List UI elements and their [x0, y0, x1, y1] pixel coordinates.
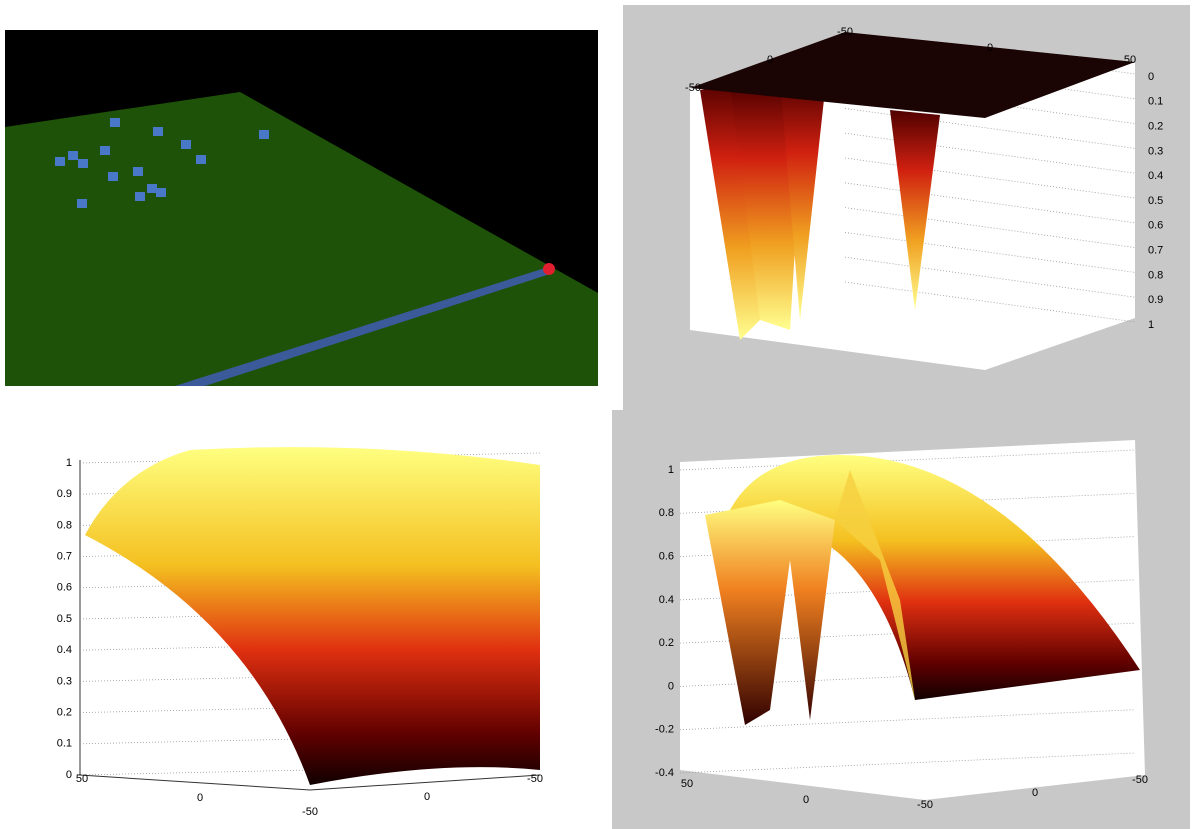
- grid-line: [679, 709, 1136, 731]
- z-tick-label: 0.2: [1148, 121, 1163, 133]
- surface-spike: [780, 80, 825, 320]
- surface-spike: [890, 110, 940, 310]
- z-tick-label: 0.3: [1148, 145, 1163, 157]
- path-line: [175, 268, 550, 386]
- z-tick-label: 0.8: [1148, 269, 1163, 281]
- z-tick-label: 0.1: [57, 738, 72, 750]
- z-tick-label: 0.4: [57, 644, 72, 656]
- z-tick-label: 0.6: [1148, 220, 1163, 232]
- x-tick-label: -50: [1132, 774, 1148, 786]
- top-tick-label: -50: [685, 82, 701, 94]
- ground-plane: [5, 92, 598, 386]
- z-tick-label: 0.1: [1148, 96, 1163, 108]
- z-tick-label: 0.2: [659, 637, 674, 649]
- z-tick-label: 0.8: [659, 507, 674, 519]
- z-tick-label: 0.9: [57, 488, 72, 500]
- z-tick-label: -0.2: [655, 724, 674, 736]
- z-tick-label: 0.5: [1148, 195, 1163, 207]
- x-tick-label: 0: [424, 791, 430, 803]
- top-tick-label: 0: [987, 42, 993, 54]
- x-tick-label: 0: [197, 792, 203, 804]
- z-tick-label: 0.2: [57, 707, 72, 719]
- z-tick-label: 0.6: [57, 582, 72, 594]
- surface-wall: [835, 470, 915, 700]
- scene-panel: [5, 30, 598, 386]
- grid-line: [844, 281, 1136, 323]
- z-tick-label: 0.3: [57, 675, 72, 687]
- z-tick-label: 0: [1148, 71, 1154, 83]
- z-tick-label: 1: [668, 464, 674, 476]
- surface-top: [690, 32, 1135, 118]
- bottom-left-panel: [79, 447, 541, 791]
- z-tick-label: 0.8: [57, 519, 72, 531]
- x-tick-label: 50: [76, 773, 88, 785]
- z-tick-label: 0.4: [659, 594, 674, 606]
- grid-line: [844, 157, 1136, 199]
- z-tick-label: 0.7: [57, 551, 72, 563]
- bottom-right-panel: [612, 410, 1190, 829]
- grid-line: [844, 132, 1136, 174]
- surface: [85, 447, 540, 785]
- z-tick-label: 0: [668, 680, 674, 692]
- axis-frame: [79, 460, 541, 791]
- z-tick-label: 0.4: [1148, 170, 1163, 182]
- surface-spikes: [705, 500, 835, 725]
- top-tick-label: 0: [767, 54, 773, 66]
- x-tick-label: -50: [302, 806, 318, 818]
- z-tick-label: 0.9: [1148, 294, 1163, 306]
- z-tick-label: 0.7: [1148, 245, 1163, 257]
- x-tick-label: -50: [527, 773, 543, 785]
- top-tick-label: 50: [1124, 54, 1136, 66]
- x-tick-label: 0: [1032, 787, 1038, 799]
- robot-marker: [543, 263, 555, 275]
- z-tick-label: 0.5: [57, 613, 72, 625]
- z-tick-label: 1: [66, 457, 72, 469]
- top-right-panel: [623, 5, 1190, 410]
- z-tick-label: 1: [1148, 319, 1154, 331]
- grid-line: [679, 449, 1136, 471]
- grid-line: [844, 256, 1136, 298]
- grid-line: [844, 182, 1136, 224]
- top-tick-label: -50: [837, 26, 853, 38]
- x-tick-label: -50: [917, 799, 933, 811]
- z-tick-label: 0: [66, 769, 72, 781]
- grid-line: [844, 207, 1136, 248]
- x-tick-label: 50: [681, 778, 693, 790]
- obstacles: [55, 118, 269, 208]
- grid-line: [679, 752, 1136, 774]
- grid-line: [844, 232, 1136, 273]
- z-tick-label: -0.4: [655, 767, 674, 779]
- surface: [730, 455, 1140, 700]
- x-tick-label: 0: [803, 794, 809, 806]
- z-tick-label: 0.6: [659, 550, 674, 562]
